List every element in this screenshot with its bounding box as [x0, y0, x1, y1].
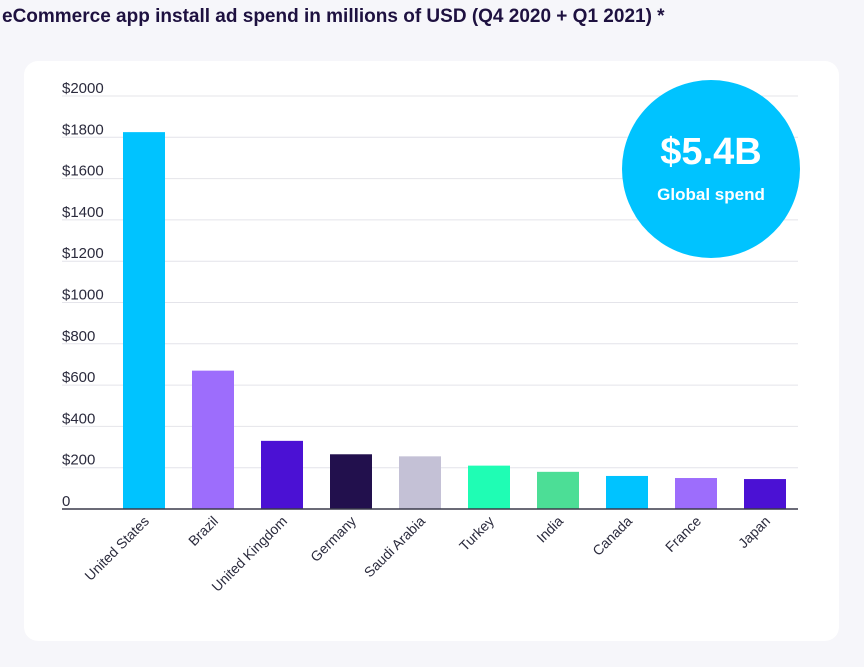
x-category-label: India	[533, 513, 566, 546]
bar-united-states	[123, 132, 165, 509]
x-category-label: Japan	[735, 513, 773, 551]
bar-india	[537, 471, 579, 509]
bar-united-kingdom	[261, 440, 303, 509]
x-category-label: France	[662, 513, 704, 555]
global-spend-value: $5.4B	[660, 131, 762, 173]
chart-title: eCommerce app install ad spend in millio…	[2, 6, 665, 27]
x-category-label: Brazil	[185, 513, 221, 549]
bar-turkey	[468, 465, 510, 509]
y-tick-label: 0	[62, 493, 70, 510]
x-category-label: Saudi Arabia	[361, 513, 429, 581]
y-tick-label: $1800	[62, 121, 104, 138]
global-spend-caption: Global spend	[657, 185, 765, 204]
y-tick-label: $1600	[62, 163, 104, 180]
bar-germany	[330, 454, 372, 509]
x-category-label: United Kingdom	[208, 513, 290, 595]
bar-japan	[744, 479, 786, 509]
x-category-label: Turkey	[456, 513, 497, 554]
y-tick-label: $400	[62, 410, 95, 427]
x-category-label: United States	[81, 513, 152, 584]
x-category-label: Germany	[307, 513, 359, 565]
y-tick-label: $1400	[62, 204, 104, 221]
bars	[123, 132, 786, 509]
global-spend-badge: $5.4B Global spend	[622, 80, 800, 258]
bar-saudi-arabia	[399, 456, 441, 509]
y-tick-label: $200	[62, 452, 95, 469]
bar-france	[675, 478, 717, 509]
y-tick-label: $1000	[62, 287, 104, 304]
bar-canada	[606, 475, 648, 509]
bar-brazil	[192, 370, 234, 509]
y-tick-label: $1200	[62, 245, 104, 262]
x-category-label: Canada	[589, 513, 635, 559]
y-tick-label: $600	[62, 369, 95, 386]
y-tick-label: $2000	[62, 80, 104, 97]
y-tick-label: $800	[62, 328, 95, 345]
y-axis-ticks: 0 $200 $400 $600 $800 $1000 $1200 $1400 $1600 $18…	[62, 80, 104, 510]
